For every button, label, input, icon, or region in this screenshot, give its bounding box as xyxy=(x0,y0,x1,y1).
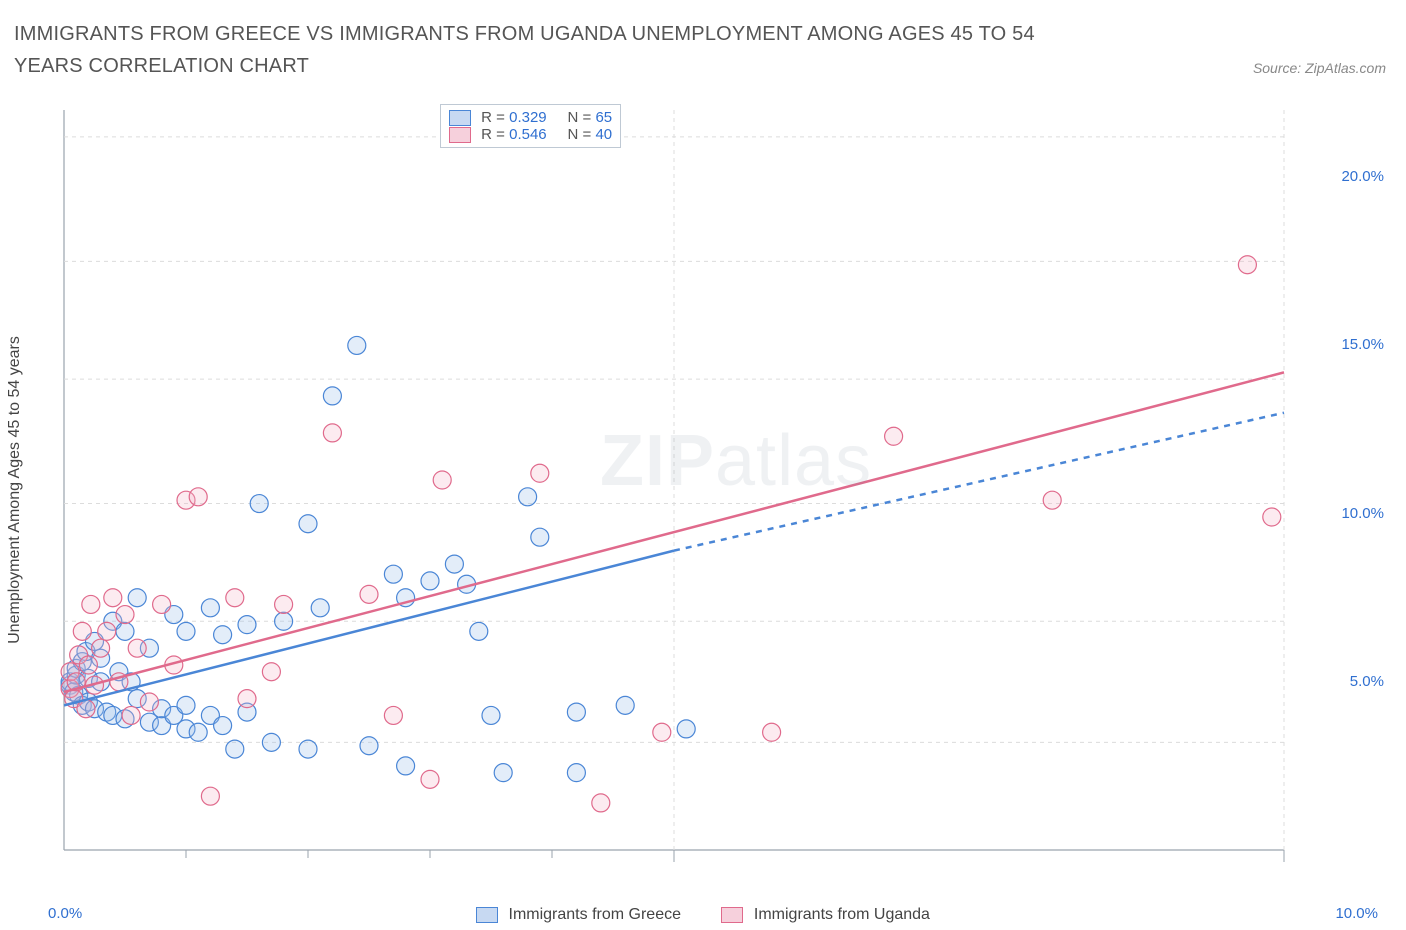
legend-row: R = 0.546 N = 40 xyxy=(449,126,612,143)
legend-n-label: N = xyxy=(568,109,596,126)
x-axis-tick-10: 10.0% xyxy=(1335,905,1378,922)
legend-label: Immigrants from Uganda xyxy=(754,906,930,923)
right-y-tick-20: 20.0% xyxy=(1341,168,1384,185)
source-attribution: Source: ZipAtlas.com xyxy=(1253,60,1386,76)
right-y-tick-15: 15.0% xyxy=(1341,336,1384,353)
legend-item-uganda: Immigrants from Uganda xyxy=(721,906,930,924)
x-axis-tick-0: 0.0% xyxy=(48,905,82,922)
legend-item-greece: Immigrants from Greece xyxy=(476,906,681,924)
legend-r-label: R = xyxy=(481,109,509,126)
scatter-plot xyxy=(54,100,1344,880)
legend-r-label: R = xyxy=(481,126,509,143)
legend-n-value: 65 xyxy=(595,109,612,126)
right-y-tick-10: 10.0% xyxy=(1341,505,1384,522)
right-y-tick-5: 5.0% xyxy=(1350,673,1384,690)
legend-row: R = 0.329 N = 65 xyxy=(449,109,612,126)
legend-n-label: N = xyxy=(568,126,596,143)
legend-r-value: 0.546 xyxy=(509,126,547,143)
legend-swatch-uganda xyxy=(449,127,471,143)
legend-n-value: 40 xyxy=(595,126,612,143)
legend-swatch-greece xyxy=(449,110,471,126)
y-axis-label: Unemployment Among Ages 45 to 54 years xyxy=(6,336,24,644)
correlation-legend: R = 0.329 N = 65 R = 0.546 N = 40 xyxy=(440,104,621,148)
series-legend: Immigrants from Greece Immigrants from U… xyxy=(0,906,1406,924)
legend-label: Immigrants from Greece xyxy=(509,906,681,923)
legend-swatch-uganda xyxy=(721,907,743,923)
chart-title: IMMIGRANTS FROM GREECE VS IMMIGRANTS FRO… xyxy=(14,18,1106,82)
legend-swatch-greece xyxy=(476,907,498,923)
legend-r-value: 0.329 xyxy=(509,109,547,126)
